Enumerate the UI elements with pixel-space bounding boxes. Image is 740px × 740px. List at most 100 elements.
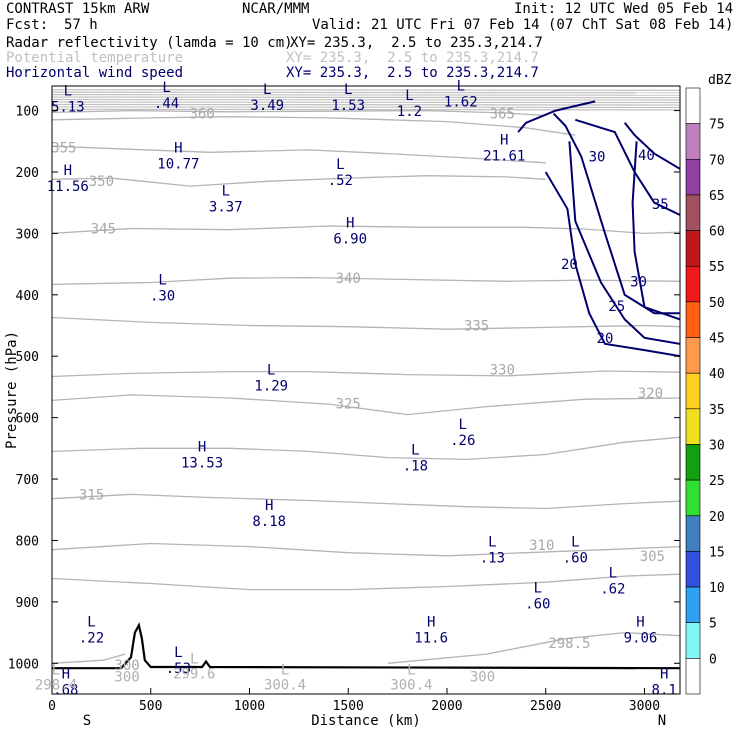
theta-contour-label: 350 [89,174,114,190]
colorbar-level-label: 65 [709,189,725,204]
x-tick-label: 500 [139,699,162,714]
theta-contour [52,109,546,117]
x-axis-south-label: S [83,713,91,729]
valid-time: Valid: 21 UTC Fri 07 Feb 14 (07 ChT Sat … [312,17,734,33]
y-tick-label: 200 [16,166,39,181]
extremum-value: 9.06 [624,631,658,647]
x-tick-label: 0 [48,699,56,714]
theta-contour [52,573,680,591]
surface-theta-label: 300.4 [390,677,432,693]
extremum-value: .53 [166,661,191,677]
extremum-value: 11.6 [414,631,448,647]
theta-contour-label: 305 [640,549,665,565]
theta-contour [52,394,680,416]
extremum-symbol: L [488,535,496,551]
colorbar-swatch [685,265,701,303]
y-tick-label: 1000 [8,657,39,672]
x-axis-north-label: N [658,713,666,729]
colorbar-swatch [685,337,701,374]
extremum-symbol: L [405,88,413,104]
terrain [52,622,680,670]
x-axis-title: Distance (km) [311,713,421,729]
theta-contour [52,542,680,557]
extremum-symbol: L [336,157,344,173]
colorbar-swatch [685,551,701,588]
extremum-value: 8.18 [252,514,286,530]
extremum-value: .22 [79,631,104,647]
colorbar-level-label: 25 [709,474,725,489]
colorbar-swatch [685,658,701,695]
theta-contour [52,316,680,330]
extremum-symbol: L [344,82,352,98]
extremum-value: .62 [600,581,625,597]
theta-contour [52,493,680,510]
theta-contour [52,175,546,187]
colorbar-unit: dBZ [708,73,732,88]
y-tick-label: 100 [16,105,39,120]
wind-contour [552,112,680,315]
y-tick-label: 700 [16,473,39,488]
x-tick-label: 1500 [333,699,364,714]
axes: 100 200 300 400 500 600 700 800 900 1000 0 500 1000 1… [4,85,681,729]
y-tick-label: 500 [16,350,39,365]
y-tick-label: 300 [16,227,39,242]
extremum-value: .26 [450,433,475,449]
field-name-wind: Horizontal wind speed [6,65,184,81]
colorbar-level-label: 15 [709,545,725,560]
theta-contour-upper [52,103,680,106]
surface-theta-label: 300.4 [264,677,306,693]
theta-contour-label: 315 [79,487,104,503]
extremum-symbol: L [87,615,95,631]
theta-contour-upper [52,91,680,94]
surface-theta-label: L [190,651,198,667]
field-name-reflectivity: Radar reflectivity (lamda = 10 cm) [6,35,293,51]
surface-theta-label: L [281,662,289,678]
wind-contour-label: 20 [561,257,578,273]
extremum-value: 13.53 [181,455,223,471]
extremum-symbol: H [198,439,206,455]
center-title: NCAR/MMM [242,1,310,17]
wind-contours [517,100,680,358]
extremum-value: 21.61 [483,148,525,164]
field-xy-theta: XY= 235.3, 2.5 to 235.3,214.7 [286,50,539,66]
theta-contour-label: 300 [114,658,139,674]
wind-contour-label: 35 [652,197,669,213]
colorbar-level-label: 5 [709,617,717,632]
extremum-value: 11.56 [47,179,89,195]
y-tick-label: 400 [16,289,39,304]
extremum-symbol: H [636,615,644,631]
colorbar-swatch [685,586,701,624]
theta-contour-upper [52,101,680,104]
theta-contour-label: 298.5 [548,636,590,652]
colorbar-swatch [685,87,701,124]
y-tick-label: 900 [16,596,39,611]
colorbar-swatch [685,444,701,481]
theta-contours [52,89,680,664]
extremum-symbol: H [346,215,354,231]
colorbar-level-label: 70 [709,153,725,168]
theta-contour-label: 330 [490,363,515,379]
colorbar-swatch [685,622,701,659]
colorbar-swatch [685,194,701,231]
extremum-symbol: L [609,565,617,581]
extremum-symbol: L [162,80,170,96]
colorbar-swatch [685,301,701,338]
wind-contour-label: 25 [608,299,625,315]
theta-contour [387,631,680,664]
theta-contour [52,653,126,664]
colorbar-level-label: 20 [709,510,725,525]
theta-contour-label: 340 [336,271,361,287]
x-tick-label: 3000 [629,699,660,714]
extremum-value: 1.29 [254,379,288,395]
colorbar-level-label: 55 [709,260,725,275]
extremum-value: .18 [403,459,428,475]
extremum-symbol: H [174,140,182,156]
colorbar-swatch [685,158,701,196]
extremum-symbol: L [158,272,166,288]
theta-contour-label: 335 [464,319,489,335]
extremum-value: .30 [150,288,175,304]
extremum-symbol: L [571,535,579,551]
extremum-value: 6.90 [333,231,367,247]
colorbar-level-label: 75 [709,118,725,133]
surface-theta-label: 298.4 [35,677,77,693]
